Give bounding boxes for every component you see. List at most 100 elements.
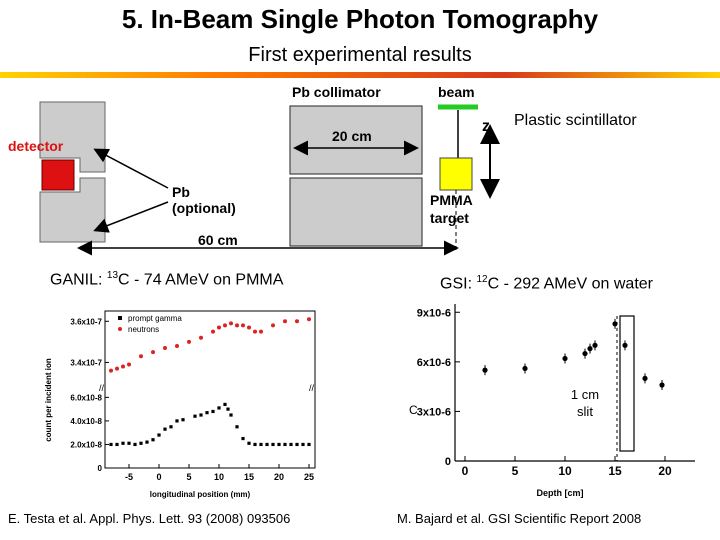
gsi-data-point	[562, 355, 568, 362]
prompt-gamma-point	[253, 442, 257, 447]
ganil-x-tick-label: 25	[304, 472, 314, 482]
prompt-gamma-point	[115, 442, 119, 447]
prompt-gamma-point	[145, 440, 149, 444]
prompt-gamma-point	[127, 441, 131, 445]
prompt-gamma-point	[283, 442, 287, 447]
ganil-x-tick-label: 15	[244, 472, 254, 482]
neutron-point	[121, 364, 125, 369]
gsi-x-tick-label: 10	[558, 464, 572, 478]
z-label: z	[482, 118, 490, 135]
prompt-gamma-point	[217, 406, 221, 410]
neutron-point	[163, 346, 167, 351]
neutron-point	[199, 335, 203, 340]
detector-shield-upper	[39, 101, 106, 173]
prompt-gamma-point	[241, 436, 245, 441]
slit-label-line1: 1 cm	[571, 387, 599, 402]
gsi-y-axis-label: C	[409, 403, 418, 417]
prompt-gamma-point	[211, 409, 215, 414]
gsi-y-tick-label: 6x10-6	[417, 357, 451, 369]
legend-entry-prompt-gamma: prompt gamma	[128, 314, 182, 323]
gsi-data-point	[612, 321, 618, 327]
neutron-point	[187, 339, 191, 344]
prompt-gamma-point	[151, 438, 155, 442]
page-title: 5. In-Beam Single Photon Tomography	[121, 4, 599, 34]
prompt-gamma-point	[265, 442, 269, 447]
collimator-block-lower	[289, 177, 423, 247]
ganil-axis-break-right: //	[309, 383, 315, 393]
neutron-point	[109, 368, 113, 373]
ganil-x-tick-label: 20	[274, 472, 284, 482]
gsi-reference: M. Bajard et al. GSI Scientific Report 2…	[397, 511, 642, 526]
gsi-x-axis-label: Depth [cm]	[537, 488, 584, 498]
neutron-point	[115, 366, 119, 371]
gsi-x-tick-label: 0	[462, 464, 469, 478]
pb-optional-label: (optional)	[172, 200, 236, 216]
page-subtitle: First experimental results	[248, 44, 472, 66]
neutron-point	[307, 317, 311, 322]
ganil-y-tick-label: 6.0x10-8	[70, 393, 102, 402]
prompt-gamma-point	[109, 442, 113, 447]
setup-diagram	[39, 101, 500, 256]
prompt-gamma-point	[223, 402, 227, 407]
slit-box	[619, 315, 635, 452]
prompt-gamma-point	[277, 442, 281, 447]
prompt-gamma-point	[307, 442, 311, 447]
neutron-point	[127, 362, 131, 367]
prompt-gamma-point	[235, 425, 239, 429]
neutron-point	[241, 323, 245, 328]
neutron-point	[217, 325, 221, 330]
target-label-line1: PMMA	[430, 192, 473, 208]
neutron-point	[235, 323, 239, 328]
gsi-x-tick-label: 20	[658, 464, 672, 478]
gsi-data-point	[582, 350, 588, 357]
prompt-gamma-point	[289, 442, 293, 447]
neutron-point	[247, 325, 251, 330]
prompt-gamma-point	[199, 413, 203, 417]
prompt-gamma-point	[229, 413, 233, 417]
detector-label: detector	[8, 138, 64, 154]
pmma-target	[439, 157, 473, 191]
neutron-point	[139, 354, 143, 359]
neutron-point	[295, 319, 299, 324]
gsi-caption: GSI: 12C - 292 AMeV on water	[440, 274, 653, 293]
prompt-gamma-point	[301, 442, 305, 447]
prompt-gamma-point	[139, 441, 143, 445]
gsi-data-point	[659, 382, 665, 388]
gsi-chart: 0 5 10 15 20 0 3x10-6 6x10-6 9x10-6 1 cm slit De…	[409, 304, 695, 498]
gsi-data-point	[587, 346, 593, 352]
pb-label: Pb	[172, 184, 190, 200]
pb-arrow-lower	[93, 201, 169, 233]
prompt-gamma-point	[205, 411, 209, 415]
prompt-gamma-point	[181, 418, 185, 422]
ganil-chart: // // -5 0 5 10 15 20 25 0 2.0x10-8 4.0x10-8 6.0x10…	[44, 310, 316, 499]
gsi-x-tick-label: 15	[608, 464, 622, 478]
collimator-block-upper	[289, 105, 423, 175]
legend-marker-neutrons	[118, 327, 122, 331]
prompt-gamma-point	[163, 427, 167, 431]
ganil-x-tick-label: 10	[214, 472, 224, 482]
ganil-reference: E. Testa et al. Appl. Phys. Lett. 93 (20…	[8, 511, 291, 526]
gsi-data-point	[622, 342, 628, 348]
ganil-y-tick-label: 3.6x10-7	[70, 317, 102, 326]
gsi-y-tick-label: 9x10-6	[417, 307, 451, 319]
collimator-label: Pb collimator	[292, 84, 381, 100]
ganil-plot-frame	[104, 310, 316, 469]
detector-shield-lower	[39, 177, 106, 243]
neutron-point	[175, 343, 179, 348]
ganil-x-tick-label: 0	[156, 472, 161, 482]
ganil-x-tick-label: -5	[125, 472, 133, 482]
ganil-caption: GANIL: 13C - 74 AMeV on PMMA	[50, 270, 284, 289]
neutron-point	[271, 323, 275, 328]
prompt-gamma-point	[157, 433, 161, 437]
neutron-point	[283, 319, 287, 324]
neutron-point	[151, 350, 155, 355]
prompt-gamma-point	[169, 425, 173, 429]
collimator-length-label: 20 cm	[332, 128, 372, 144]
neutron-point	[211, 329, 215, 334]
gsi-data-point	[592, 342, 598, 348]
scintillator-label: Plastic scintillator	[514, 112, 637, 129]
ganil-y-tick-label: 2.0x10-8	[70, 440, 102, 449]
neutron-point	[259, 329, 263, 334]
prompt-gamma-point	[271, 442, 275, 447]
ganil-y-tick-label: 0	[98, 464, 103, 473]
